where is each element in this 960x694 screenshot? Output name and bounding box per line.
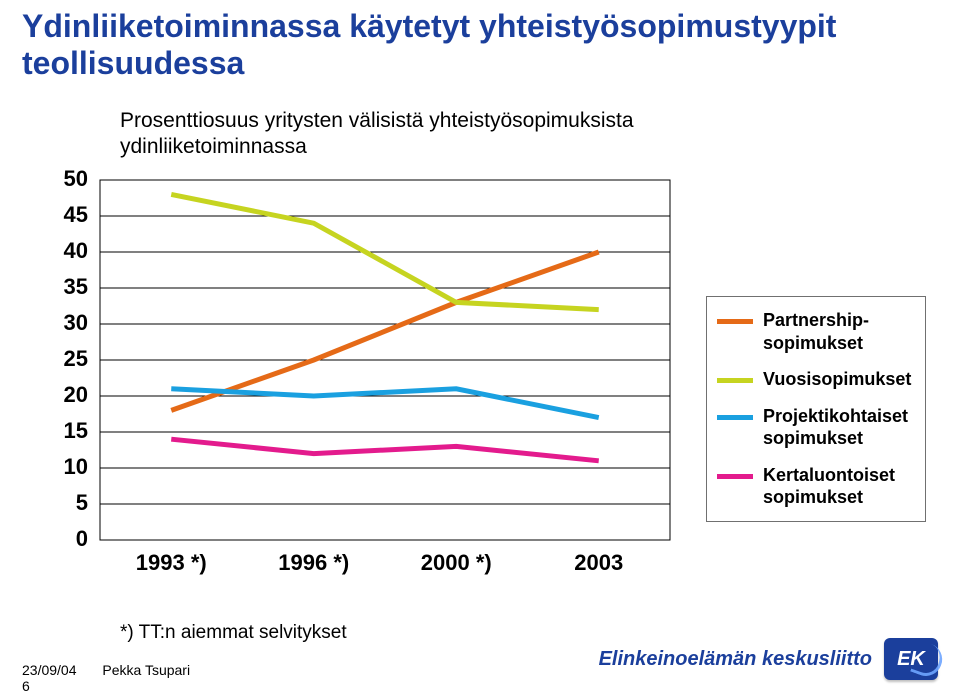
footer-left: 23/09/04 Pekka Tsupari [22,662,190,678]
legend-label: Partnership-sopimukset [763,309,869,354]
svg-text:15: 15 [64,418,88,443]
footer-author: Pekka Tsupari [102,662,190,678]
footer-page: 6 [22,678,30,694]
svg-text:10: 10 [64,454,88,479]
legend-label: Projektikohtaiset sopimukset [763,405,915,450]
legend-item-projekti: Projektikohtaiset sopimukset [717,405,915,450]
title-line1: Ydinliiketoiminnassa käytetyt yhteistyös… [22,8,836,44]
svg-text:35: 35 [64,274,88,299]
legend-swatch-icon [717,415,753,420]
legend-item-vuosi: Vuosisopimukset [717,368,915,391]
footnote: *) TT:n aiemmat selvitykset [120,622,347,644]
svg-text:1993 *): 1993 *) [136,550,207,575]
line-chart: 0 5 10 15 20 25 30 35 40 45 50 1993 *) 1996 *) 2000 *… [40,170,680,590]
svg-text:1996 *): 1996 *) [278,550,349,575]
svg-text:30: 30 [64,310,88,335]
legend-item-partnership: Partnership-sopimukset [717,309,915,354]
brand-logo: EK [884,638,938,680]
footer-right: Elinkeinoelämän keskusliitto EK [599,638,938,680]
svg-text:2000 *): 2000 *) [421,550,492,575]
legend-label: Kertaluontoiset sopimukset [763,464,915,509]
svg-text:45: 45 [64,202,88,227]
svg-text:2003: 2003 [574,550,623,575]
svg-text:20: 20 [64,382,88,407]
chart-legend: Partnership-sopimukset Vuosisopimukset Pro… [706,296,926,522]
chart-svg: 0 5 10 15 20 25 30 35 40 45 50 1993 *) 1996 *) 2000 *… [40,170,680,590]
title-line2: teollisuudessa [22,45,244,81]
subtitle-line1: Prosenttiosuus yritysten välisistä yhtei… [120,109,634,132]
legend-swatch-icon [717,474,753,479]
svg-text:0: 0 [76,526,88,551]
brand-logo-arc-icon [910,640,947,680]
legend-item-kerta: Kertaluontoiset sopimukset [717,464,915,509]
svg-text:25: 25 [64,346,88,371]
brand-text: Elinkeinoelämän keskusliitto [599,648,872,671]
svg-text:50: 50 [64,170,88,191]
subtitle-line2: ydinliiketoiminnassa [120,135,307,158]
legend-swatch-icon [717,319,753,324]
slide: Ydinliiketoiminnassa käytetyt yhteistyös… [0,0,960,694]
svg-text:5: 5 [76,490,88,515]
slide-subtitle: Prosenttiosuus yritysten välisistä yhtei… [120,108,634,161]
legend-swatch-icon [717,378,753,383]
svg-text:40: 40 [64,238,88,263]
slide-title: Ydinliiketoiminnassa käytetyt yhteistyös… [22,8,940,82]
legend-label: Vuosisopimukset [763,368,911,391]
footer-date: 23/09/04 [22,662,77,678]
